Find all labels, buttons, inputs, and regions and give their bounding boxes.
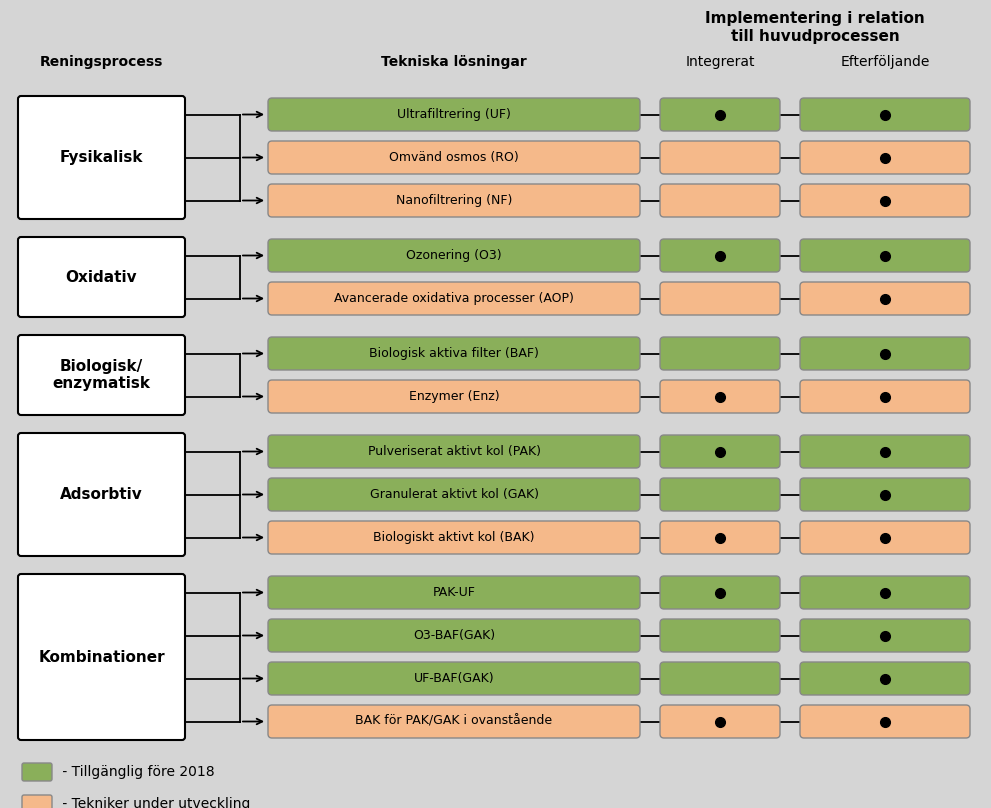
- Text: Avancerade oxidativa processer (AOP): Avancerade oxidativa processer (AOP): [334, 292, 574, 305]
- FancyBboxPatch shape: [800, 282, 970, 315]
- Text: Pulveriserat aktivt kol (PAK): Pulveriserat aktivt kol (PAK): [368, 445, 540, 458]
- Text: - Tekniker under utveckling: - Tekniker under utveckling: [58, 797, 251, 808]
- FancyBboxPatch shape: [800, 705, 970, 738]
- FancyBboxPatch shape: [268, 619, 640, 652]
- FancyBboxPatch shape: [18, 237, 185, 317]
- Text: - Tillgänglig före 2018: - Tillgänglig före 2018: [58, 765, 215, 779]
- Text: Biologiskt aktivt kol (BAK): Biologiskt aktivt kol (BAK): [374, 531, 535, 544]
- FancyBboxPatch shape: [660, 478, 780, 511]
- Text: BAK för PAK/GAK i ovanstående: BAK för PAK/GAK i ovanstående: [356, 715, 553, 728]
- FancyBboxPatch shape: [268, 337, 640, 370]
- FancyBboxPatch shape: [660, 141, 780, 174]
- Text: Integrerat: Integrerat: [685, 55, 755, 69]
- FancyBboxPatch shape: [800, 478, 970, 511]
- FancyBboxPatch shape: [800, 521, 970, 554]
- Text: PAK-UF: PAK-UF: [432, 586, 476, 599]
- Text: Ultrafiltrering (UF): Ultrafiltrering (UF): [397, 108, 511, 121]
- FancyBboxPatch shape: [660, 184, 780, 217]
- FancyBboxPatch shape: [800, 619, 970, 652]
- FancyBboxPatch shape: [18, 574, 185, 740]
- Text: Nanofiltrering (NF): Nanofiltrering (NF): [395, 194, 512, 207]
- FancyBboxPatch shape: [22, 763, 52, 781]
- Text: Fysikalisk: Fysikalisk: [59, 150, 144, 165]
- FancyBboxPatch shape: [268, 662, 640, 695]
- Text: Biologisk aktiva filter (BAF): Biologisk aktiva filter (BAF): [369, 347, 539, 360]
- FancyBboxPatch shape: [268, 239, 640, 272]
- Text: Adsorbtiv: Adsorbtiv: [60, 487, 143, 502]
- Text: O3-BAF(GAK): O3-BAF(GAK): [413, 629, 496, 642]
- Text: UF-BAF(GAK): UF-BAF(GAK): [413, 672, 495, 685]
- FancyBboxPatch shape: [660, 576, 780, 609]
- FancyBboxPatch shape: [268, 435, 640, 468]
- FancyBboxPatch shape: [268, 282, 640, 315]
- Text: Ozonering (O3): Ozonering (O3): [406, 249, 501, 262]
- FancyBboxPatch shape: [660, 337, 780, 370]
- FancyBboxPatch shape: [800, 380, 970, 413]
- FancyBboxPatch shape: [660, 705, 780, 738]
- FancyBboxPatch shape: [800, 98, 970, 131]
- FancyBboxPatch shape: [660, 380, 780, 413]
- FancyBboxPatch shape: [660, 662, 780, 695]
- FancyBboxPatch shape: [800, 662, 970, 695]
- FancyBboxPatch shape: [660, 239, 780, 272]
- FancyBboxPatch shape: [800, 576, 970, 609]
- FancyBboxPatch shape: [268, 141, 640, 174]
- FancyBboxPatch shape: [22, 795, 52, 808]
- FancyBboxPatch shape: [800, 239, 970, 272]
- Text: Biologisk/
enzymatisk: Biologisk/ enzymatisk: [53, 359, 151, 391]
- FancyBboxPatch shape: [660, 98, 780, 131]
- FancyBboxPatch shape: [18, 433, 185, 556]
- FancyBboxPatch shape: [18, 96, 185, 219]
- Text: Reningsprocess: Reningsprocess: [40, 55, 164, 69]
- Text: Omvänd osmos (RO): Omvänd osmos (RO): [389, 151, 519, 164]
- FancyBboxPatch shape: [268, 478, 640, 511]
- FancyBboxPatch shape: [268, 380, 640, 413]
- FancyBboxPatch shape: [268, 705, 640, 738]
- FancyBboxPatch shape: [800, 337, 970, 370]
- FancyBboxPatch shape: [660, 435, 780, 468]
- Text: Efterföljande: Efterföljande: [840, 55, 930, 69]
- Text: Oxidativ: Oxidativ: [65, 270, 138, 284]
- FancyBboxPatch shape: [18, 335, 185, 415]
- FancyBboxPatch shape: [268, 521, 640, 554]
- FancyBboxPatch shape: [268, 576, 640, 609]
- FancyBboxPatch shape: [660, 619, 780, 652]
- FancyBboxPatch shape: [660, 282, 780, 315]
- Text: Implementering i relation: Implementering i relation: [706, 11, 925, 26]
- Text: till huvudprocessen: till huvudprocessen: [730, 28, 900, 44]
- Text: Kombinationer: Kombinationer: [39, 650, 165, 664]
- FancyBboxPatch shape: [268, 98, 640, 131]
- FancyBboxPatch shape: [268, 184, 640, 217]
- Text: Tekniska lösningar: Tekniska lösningar: [382, 55, 527, 69]
- FancyBboxPatch shape: [800, 184, 970, 217]
- FancyBboxPatch shape: [660, 521, 780, 554]
- Text: Enzymer (Enz): Enzymer (Enz): [408, 390, 499, 403]
- FancyBboxPatch shape: [800, 141, 970, 174]
- FancyBboxPatch shape: [800, 435, 970, 468]
- Text: Granulerat aktivt kol (GAK): Granulerat aktivt kol (GAK): [370, 488, 538, 501]
